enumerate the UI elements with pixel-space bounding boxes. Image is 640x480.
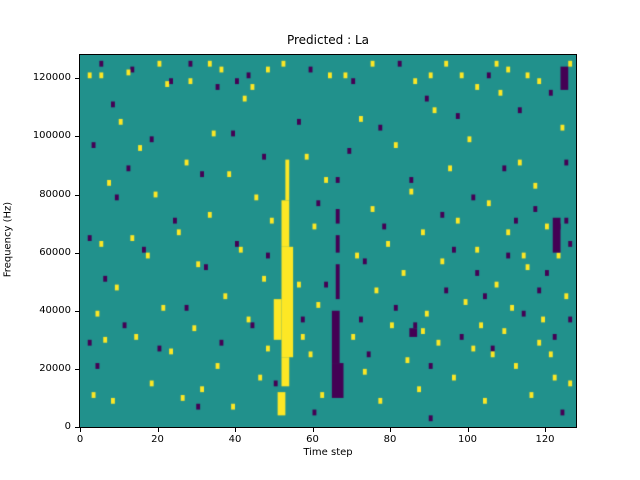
y-tick-label: 40000 — [39, 304, 71, 316]
y-tick-label: 80000 — [39, 188, 71, 200]
x-tick-label: 40 — [228, 434, 242, 445]
x-tick-mark — [80, 428, 81, 432]
x-tick-mark — [390, 428, 391, 432]
x-tick-label: 60 — [306, 434, 319, 445]
x-tick-label: 120 — [535, 434, 555, 445]
chart-title: Predicted : La — [286, 33, 370, 47]
y-tick-mark — [75, 252, 79, 254]
x-axis-label: Time step — [303, 447, 353, 458]
y-tick-mark — [75, 310, 79, 312]
x-tick-label: 100 — [457, 434, 478, 445]
heatmap-canvas — [80, 55, 576, 427]
y-tick-mark — [75, 368, 79, 370]
x-tick-mark — [467, 428, 469, 432]
y-tick-mark — [75, 78, 79, 80]
x-tick-mark — [312, 428, 314, 432]
y-tick-label: 20000 — [39, 362, 71, 374]
x-tick-mark — [157, 428, 159, 432]
y-tick-label: 120000 — [32, 72, 71, 84]
y-tick-label: 60000 — [39, 246, 71, 258]
y-tick-label: 100000 — [32, 130, 71, 142]
y-tick-mark — [75, 194, 79, 196]
x-tick-label: 20 — [151, 434, 164, 445]
y-tick-mark — [75, 136, 79, 138]
x-tick-label: 0 — [76, 434, 84, 445]
y-tick-mark — [75, 427, 79, 428]
y-tick-label: 0 — [64, 421, 71, 432]
x-tick-mark — [235, 428, 236, 432]
x-tick-mark — [545, 428, 546, 432]
x-tick-label: 80 — [383, 434, 397, 445]
